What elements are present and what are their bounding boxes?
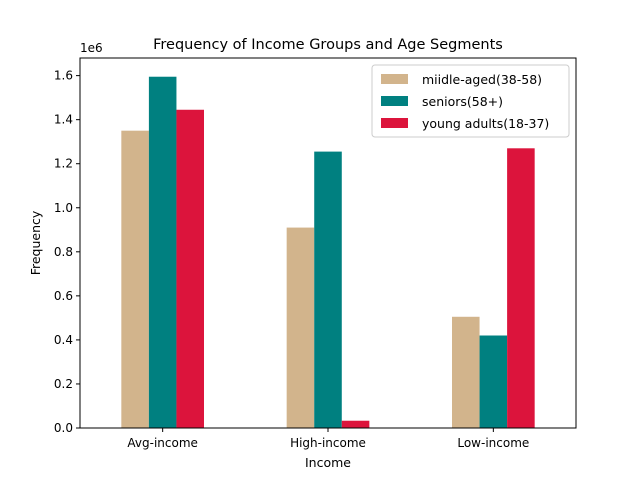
x-tick-label: Avg-income (127, 436, 198, 450)
bar-seniors-58--avg-income (148, 76, 177, 428)
y-ticks-group: 0.0 0.2 0.4 0.6 0.8 1.0 1.2 1.4 1.6 (54, 69, 80, 435)
y-tick-label: 1.2 (54, 157, 73, 171)
legend-entry-label: miidle-aged(38-58) (422, 72, 542, 87)
legend-swatch (381, 96, 408, 106)
y-tick-label: 0.4 (54, 333, 73, 347)
bars-group (121, 76, 535, 429)
chart-title: Frequency of Income Groups and Age Segme… (153, 37, 503, 53)
x-tick-label: High-income (290, 436, 366, 450)
x-ticks-group: Avg-income High-income Low-income (127, 428, 529, 450)
y-tick-label: 1.4 (54, 113, 73, 127)
bar-seniors-58--high-income (314, 151, 342, 428)
legend: miidle-aged(38-58) seniors(58+) young adul… (371, 64, 570, 138)
y-tick-label: 1.6 (54, 69, 73, 83)
plot-frame (79, 57, 577, 429)
legend-entry-label: young adults(18-37) (422, 116, 549, 131)
y-tick-label: 0.2 (54, 377, 73, 391)
y-tick-label: 0.8 (54, 245, 73, 259)
bar-seniors-58--low-income (479, 335, 508, 428)
y-tick-label: 0.0 (54, 421, 73, 435)
bar-young-adults-18-37--low-income (507, 148, 535, 429)
bar-miidle-aged-38-58--avg-income (121, 130, 149, 428)
y-offset-label: 1e6 (80, 41, 103, 55)
legend-box (371, 64, 570, 138)
y-axis-label: Frequency (28, 210, 43, 275)
bar-young-adults-18-37--high-income (341, 420, 370, 428)
x-axis-label: Income (305, 455, 351, 470)
bar-miidle-aged-38-58--high-income (286, 227, 315, 428)
bar-young-adults-18-37--avg-income (176, 109, 204, 428)
x-tick-label: Low-income (457, 436, 529, 450)
y-tick-label: 1.0 (54, 201, 73, 215)
bar-miidle-aged-38-58--low-income (452, 316, 480, 428)
legend-swatch (381, 118, 408, 128)
legend-entry-label: seniors(58+) (422, 94, 503, 109)
y-tick-label: 0.6 (54, 289, 73, 303)
legend-swatch (381, 74, 408, 84)
